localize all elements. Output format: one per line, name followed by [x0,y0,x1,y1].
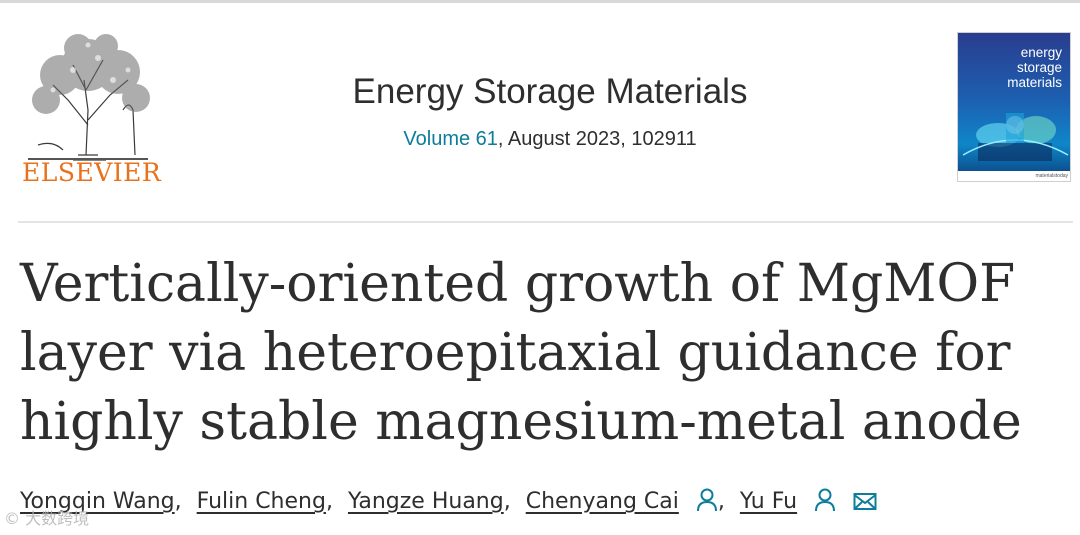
volume-link[interactable]: Volume 61 [403,128,498,150]
person-icon[interactable] [814,488,836,512]
author-separator: , [717,489,725,514]
article-title: Vertically-oriented growth of MgMOF laye… [20,254,1022,452]
cover-footer: materialstoday [958,171,1070,181]
author-link[interactable]: Yu Fu [739,489,798,514]
cover-title-line: materials [1007,75,1062,90]
author-separator: , [325,489,333,514]
author-link[interactable]: Yangze Huang [347,489,504,514]
author-separator: , [503,489,511,514]
person-icon[interactable] [696,488,718,512]
issue-info: Volume 61, August 2023, 102911 [280,128,820,151]
author-link[interactable]: Chenyang Cai [525,489,679,514]
author-list: Yongqin Wang, Fulin Cheng, Yangze Huang,… [20,486,1070,518]
author-link[interactable]: Yongqin Wang [20,489,175,514]
cover-title-line: storage [1016,60,1062,75]
cover-footer-text: materialstoday [1035,173,1068,179]
header-divider [18,221,1073,223]
cover-title: energy storage materials [1007,45,1062,90]
issue-details: , August 2023, 102911 [497,128,697,150]
journal-title[interactable]: Energy Storage Materials [352,72,748,111]
author-separator: , [174,489,182,514]
cover-artwork [962,113,1069,161]
journal-cover-thumbnail[interactable]: energy storage materials materialstoday [957,32,1071,182]
watermark: © 大数跨境 [4,509,90,528]
author-link[interactable]: Fulin Cheng [196,489,326,514]
top-border [0,0,1080,3]
mail-icon[interactable] [853,492,877,512]
cover-title-line: energy [1020,45,1062,60]
elsevier-tree-logo-icon[interactable] [18,30,158,190]
publisher-name: ELSEVIER [22,158,162,187]
